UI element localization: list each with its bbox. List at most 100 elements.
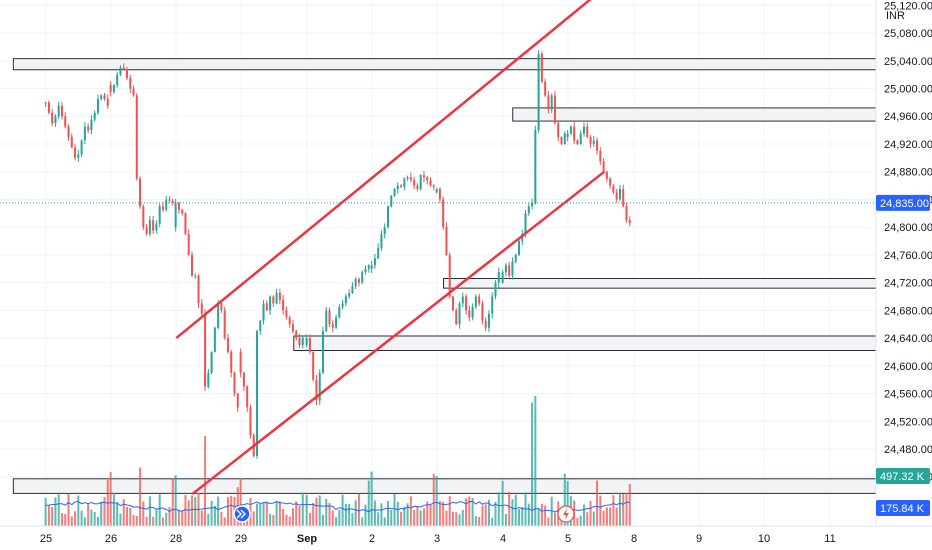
candle-body xyxy=(383,227,386,235)
volume-bar xyxy=(409,496,412,526)
candle-body xyxy=(416,185,419,190)
price-tick-label: 24,720.00 xyxy=(884,278,932,290)
candle-body xyxy=(262,303,265,321)
candle-body xyxy=(321,331,324,373)
volume-bar xyxy=(259,503,262,526)
channel-lower[interactable] xyxy=(191,170,606,496)
volume-bar xyxy=(207,513,210,526)
volume-bar xyxy=(60,513,63,526)
candle-body xyxy=(592,140,595,144)
svg-text:175.84 K: 175.84 K xyxy=(880,503,925,515)
candle-body xyxy=(207,372,210,387)
volume-bar xyxy=(413,510,416,526)
candle-body xyxy=(370,265,373,269)
volume-bar xyxy=(605,507,608,526)
candle-body xyxy=(413,180,416,186)
volume-bar xyxy=(269,513,272,526)
volume-bar xyxy=(586,512,589,526)
price-tick-label: 24,800.00 xyxy=(884,222,932,234)
price-tick-label: 24,520.00 xyxy=(884,416,932,428)
volume-bar xyxy=(125,506,128,526)
volume-bar xyxy=(321,514,324,526)
volume-bar xyxy=(451,511,454,526)
candle-body xyxy=(442,199,445,228)
volume-bar xyxy=(491,517,494,526)
zone-24720[interactable] xyxy=(443,278,877,289)
candle-body xyxy=(119,67,122,75)
volume-bar xyxy=(64,513,67,526)
zone-24970[interactable] xyxy=(512,107,877,122)
candle-body xyxy=(331,324,334,328)
volume-bar xyxy=(527,503,530,526)
volume-bar xyxy=(318,495,321,526)
volume-bar xyxy=(481,505,484,526)
channel-upper[interactable] xyxy=(175,0,604,340)
candle-body xyxy=(265,303,268,311)
candle-body xyxy=(478,296,481,304)
time-axis-bg xyxy=(0,526,932,550)
volume-bar xyxy=(80,510,83,526)
volume-bar xyxy=(618,492,621,526)
candle-body xyxy=(438,189,441,200)
volume-bar xyxy=(579,515,582,526)
candle-body xyxy=(468,310,471,318)
candle-body xyxy=(129,78,132,89)
replay-icon[interactable] xyxy=(233,505,251,523)
candle-body xyxy=(139,178,142,207)
candle-body xyxy=(204,313,207,387)
zone-24440[interactable] xyxy=(12,478,877,494)
candle-body xyxy=(223,310,226,339)
candle-body xyxy=(487,313,490,328)
volume-bar xyxy=(383,517,386,526)
lightning-icon[interactable] xyxy=(557,505,575,523)
currency-label: INR xyxy=(886,10,905,22)
price-tick-label: 24,600.00 xyxy=(884,361,932,373)
volume-bar xyxy=(275,501,278,526)
candle-body xyxy=(491,296,494,314)
volume-bar xyxy=(220,511,223,526)
volume-bar xyxy=(370,471,373,526)
volume-bar xyxy=(576,517,579,526)
candle-body xyxy=(100,95,103,99)
candle-body xyxy=(51,112,54,124)
volume-bar xyxy=(47,504,50,526)
grid xyxy=(0,0,876,526)
volume-bar xyxy=(501,480,504,526)
candle-body xyxy=(403,178,406,187)
candle-body xyxy=(517,241,520,255)
candle-body xyxy=(409,177,412,181)
candle-body xyxy=(609,178,612,186)
volume-bar xyxy=(390,509,393,526)
volume-bar xyxy=(187,500,190,526)
volume-bar xyxy=(599,495,602,526)
volume-bar xyxy=(145,516,148,526)
candle-body xyxy=(233,372,236,394)
zones xyxy=(12,58,877,494)
volume-bar xyxy=(239,478,242,526)
candle-body xyxy=(524,213,527,235)
candle-body xyxy=(348,293,351,297)
time-axis[interactable]: 25 26 28 29 Sep 2 3 4 5 8 9 10 11 xyxy=(0,525,932,550)
zone-24640[interactable] xyxy=(293,335,877,351)
volume-bar xyxy=(511,499,514,526)
time-tick-label: 10 xyxy=(758,533,770,545)
volume-bar xyxy=(200,510,203,526)
candle-body xyxy=(246,386,249,408)
zone-25040[interactable] xyxy=(12,58,877,71)
icons[interactable] xyxy=(233,505,575,523)
candle-body xyxy=(239,351,242,373)
candle-body xyxy=(158,206,161,224)
price-axis[interactable]: 25,120.00 25,080.00 25,040.00 25,000.00 24,9… xyxy=(875,0,932,550)
volume-bar xyxy=(142,501,145,526)
candle-body xyxy=(132,88,135,96)
volume-bar xyxy=(181,510,184,526)
volume-bar xyxy=(521,507,524,526)
candle-body xyxy=(161,206,164,210)
volume-bar xyxy=(416,507,419,526)
candle-body xyxy=(295,331,298,339)
candle-body xyxy=(380,234,383,248)
candle-body xyxy=(451,296,454,311)
volume-bar xyxy=(373,500,376,526)
candle-body xyxy=(177,202,180,210)
